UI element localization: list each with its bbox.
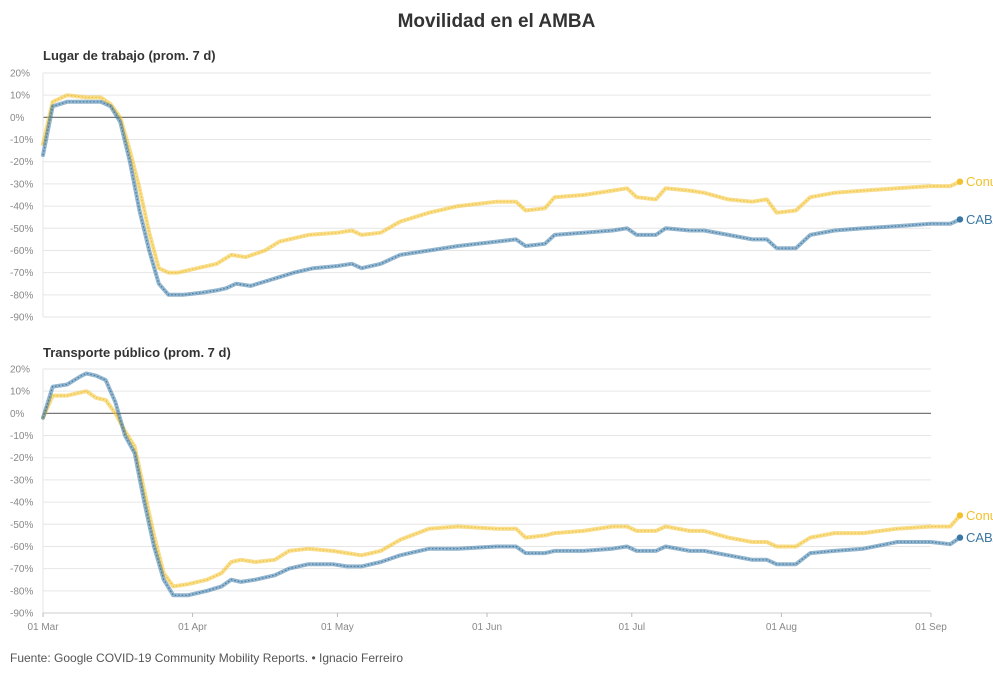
- series-label-conurbano: Conurbano: [966, 508, 993, 523]
- y-tick-label: -10%: [10, 431, 33, 442]
- y-tick-label: -20%: [10, 157, 33, 168]
- y-tick-label: -30%: [10, 475, 33, 486]
- panel-title-1: Lugar de trabajo (prom. 7 d): [43, 48, 216, 63]
- x-tick-label: 01 May: [321, 622, 354, 633]
- series-line-caba: [41, 371, 962, 598]
- y-tick-label: 20%: [10, 365, 30, 376]
- series-endpoint-conurbano: [956, 512, 964, 519]
- series-label-caba: CABA: [966, 212, 993, 227]
- x-tick-label: 01 Apr: [178, 622, 208, 633]
- series-endpoint-conurbano: [956, 178, 964, 185]
- y-tick-label: -80%: [10, 586, 33, 597]
- y-tick-label: -50%: [10, 224, 33, 235]
- series-dots-caba: [42, 372, 961, 596]
- y-tick-label: 20%: [10, 69, 30, 80]
- y-tick-label: -40%: [10, 498, 33, 509]
- y-tick-label: -30%: [10, 179, 33, 190]
- x-tick-label: 01 Jun: [472, 622, 502, 633]
- series-dots-conurbano: [42, 390, 961, 588]
- y-tick-label: -70%: [10, 564, 33, 575]
- series-dots-conurbano: [42, 94, 961, 274]
- x-tick-label: 01 Sep: [915, 622, 947, 633]
- y-tick-label: -60%: [10, 246, 33, 257]
- y-tick-label: 10%: [10, 91, 30, 102]
- series-label-caba: CABA: [966, 530, 993, 545]
- x-tick-label: 01 Aug: [766, 622, 797, 633]
- y-tick-label: -10%: [10, 135, 33, 146]
- y-tick-label: -80%: [10, 290, 33, 301]
- y-tick-label: 10%: [10, 387, 30, 398]
- footer-source: Fuente: Google COVID-19 Community Mobili…: [10, 651, 404, 665]
- chart-title: Movilidad en el AMBA: [397, 11, 596, 32]
- y-tick-label: -70%: [10, 268, 33, 279]
- y-tick-label: 0%: [10, 113, 25, 124]
- series-line-conurbano: [41, 389, 962, 589]
- y-tick-label: 0%: [10, 409, 25, 420]
- x-tick-label: 01 Mar: [27, 622, 59, 633]
- series-line-caba: [41, 99, 962, 297]
- y-tick-label: -60%: [10, 542, 33, 553]
- series-endpoint-caba: [956, 216, 964, 223]
- y-tick-label: -40%: [10, 202, 33, 213]
- panel-title-2: Transporte público (prom. 7 d): [43, 345, 231, 360]
- y-tick-label: -20%: [10, 453, 33, 464]
- series-dots-caba: [42, 101, 961, 296]
- y-tick-label: -90%: [10, 609, 33, 620]
- y-tick-label: -50%: [10, 520, 33, 531]
- series-label-conurbano: Conurbano: [966, 174, 993, 189]
- series-endpoint-caba: [956, 534, 964, 541]
- y-tick-label: -90%: [10, 313, 33, 324]
- x-tick-label: 01 Jul: [618, 622, 645, 633]
